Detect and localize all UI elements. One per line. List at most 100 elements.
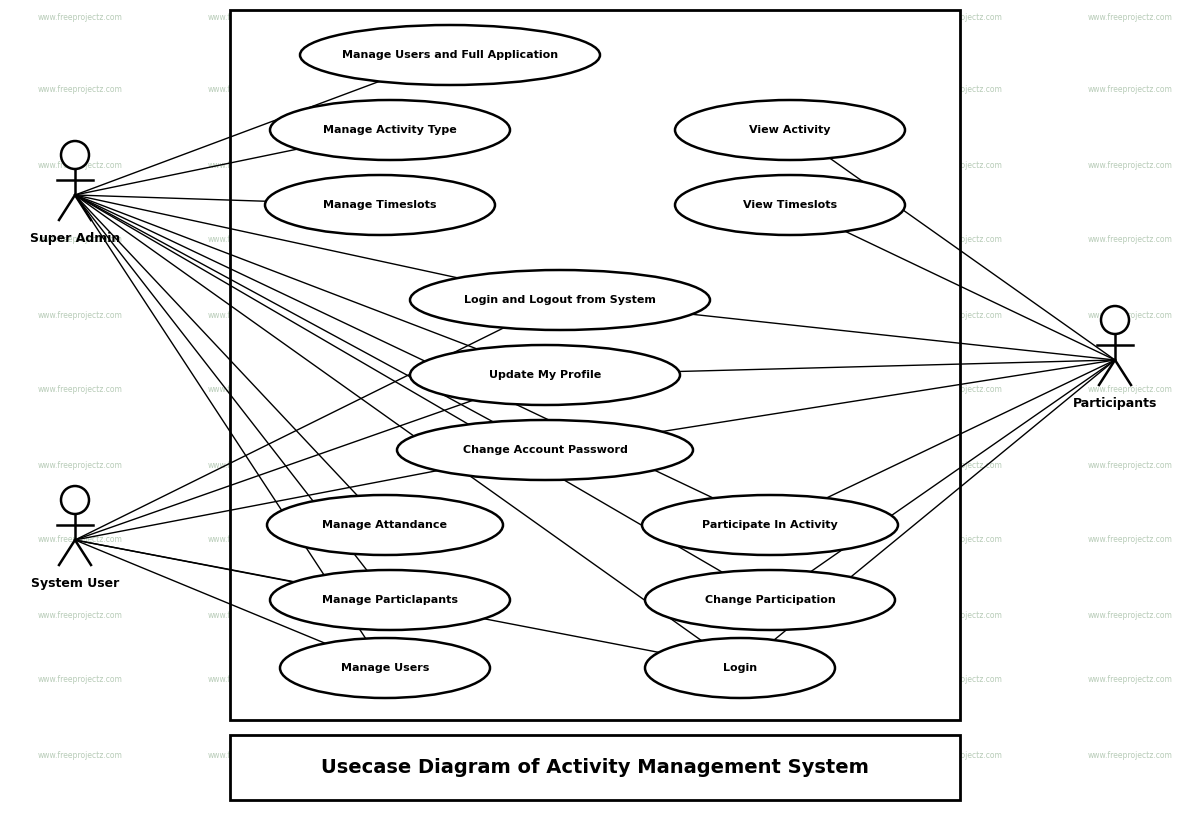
Text: Manage Timeslots: Manage Timeslots — [323, 200, 437, 210]
Text: www.freeprojectz.com: www.freeprojectz.com — [568, 610, 653, 619]
Text: www.freeprojectz.com: www.freeprojectz.com — [568, 386, 653, 395]
Text: www.freeprojectz.com: www.freeprojectz.com — [37, 386, 123, 395]
Text: Super Admin: Super Admin — [30, 232, 120, 245]
Text: www.freeprojectz.com: www.freeprojectz.com — [1088, 386, 1173, 395]
Text: www.freeprojectz.com: www.freeprojectz.com — [208, 610, 292, 619]
Text: www.freeprojectz.com: www.freeprojectz.com — [568, 676, 653, 685]
Text: www.freeprojectz.com: www.freeprojectz.com — [917, 13, 1002, 22]
Text: www.freeprojectz.com: www.freeprojectz.com — [37, 750, 123, 759]
Text: www.freeprojectz.com: www.freeprojectz.com — [208, 536, 292, 545]
Text: www.freeprojectz.com: www.freeprojectz.com — [37, 310, 123, 319]
Text: www.freeprojectz.com: www.freeprojectz.com — [208, 161, 292, 170]
Text: www.freeprojectz.com: www.freeprojectz.com — [388, 310, 472, 319]
Text: www.freeprojectz.com: www.freeprojectz.com — [737, 310, 822, 319]
Ellipse shape — [675, 100, 905, 160]
Text: View Activity: View Activity — [749, 125, 830, 135]
Text: www.freeprojectz.com: www.freeprojectz.com — [388, 85, 472, 94]
Text: www.freeprojectz.com: www.freeprojectz.com — [388, 13, 472, 22]
Text: www.freeprojectz.com: www.freeprojectz.com — [737, 610, 822, 619]
Circle shape — [61, 486, 89, 514]
Text: www.freeprojectz.com: www.freeprojectz.com — [737, 676, 822, 685]
Text: www.freeprojectz.com: www.freeprojectz.com — [568, 85, 653, 94]
Ellipse shape — [267, 495, 503, 555]
Text: Participate In Activity: Participate In Activity — [703, 520, 837, 530]
Text: www.freeprojectz.com: www.freeprojectz.com — [208, 750, 292, 759]
Text: Participants: Participants — [1073, 397, 1157, 410]
Text: www.freeprojectz.com: www.freeprojectz.com — [1088, 161, 1173, 170]
Text: www.freeprojectz.com: www.freeprojectz.com — [568, 310, 653, 319]
Bar — [230, 735, 960, 800]
Text: www.freeprojectz.com: www.freeprojectz.com — [37, 13, 123, 22]
Text: www.freeprojectz.com: www.freeprojectz.com — [388, 386, 472, 395]
Text: www.freeprojectz.com: www.freeprojectz.com — [917, 750, 1002, 759]
Text: www.freeprojectz.com: www.freeprojectz.com — [37, 536, 123, 545]
Text: www.freeprojectz.com: www.freeprojectz.com — [1088, 85, 1173, 94]
Text: Change Account Password: Change Account Password — [463, 445, 628, 455]
Ellipse shape — [397, 420, 693, 480]
Ellipse shape — [270, 570, 509, 630]
Circle shape — [61, 141, 89, 169]
Text: www.freeprojectz.com: www.freeprojectz.com — [737, 236, 822, 245]
Text: Manage Particlapants: Manage Particlapants — [322, 595, 458, 605]
Ellipse shape — [265, 175, 495, 235]
Text: www.freeprojectz.com: www.freeprojectz.com — [737, 460, 822, 469]
Text: Usecase Diagram of Activity Management System: Usecase Diagram of Activity Management S… — [321, 758, 869, 777]
Text: www.freeprojectz.com: www.freeprojectz.com — [1088, 750, 1173, 759]
Text: www.freeprojectz.com: www.freeprojectz.com — [917, 310, 1002, 319]
Ellipse shape — [675, 175, 905, 235]
Text: www.freeprojectz.com: www.freeprojectz.com — [568, 750, 653, 759]
Text: www.freeprojectz.com: www.freeprojectz.com — [737, 750, 822, 759]
Text: www.freeprojectz.com: www.freeprojectz.com — [1088, 460, 1173, 469]
Text: www.freeprojectz.com: www.freeprojectz.com — [37, 460, 123, 469]
Text: www.freeprojectz.com: www.freeprojectz.com — [208, 85, 292, 94]
Text: View Timeslots: View Timeslots — [743, 200, 837, 210]
Text: www.freeprojectz.com: www.freeprojectz.com — [737, 386, 822, 395]
Text: www.freeprojectz.com: www.freeprojectz.com — [568, 236, 653, 245]
Text: www.freeprojectz.com: www.freeprojectz.com — [1088, 536, 1173, 545]
Text: www.freeprojectz.com: www.freeprojectz.com — [917, 236, 1002, 245]
Text: www.freeprojectz.com: www.freeprojectz.com — [37, 236, 123, 245]
Circle shape — [1101, 306, 1129, 334]
Ellipse shape — [299, 25, 600, 85]
Text: Login: Login — [723, 663, 758, 673]
Text: www.freeprojectz.com: www.freeprojectz.com — [388, 161, 472, 170]
Text: Update My Profile: Update My Profile — [489, 370, 601, 380]
Text: www.freeprojectz.com: www.freeprojectz.com — [388, 536, 472, 545]
Text: System User: System User — [31, 577, 119, 590]
Text: Manage Activity Type: Manage Activity Type — [323, 125, 457, 135]
Text: www.freeprojectz.com: www.freeprojectz.com — [208, 460, 292, 469]
Text: www.freeprojectz.com: www.freeprojectz.com — [37, 676, 123, 685]
Text: www.freeprojectz.com: www.freeprojectz.com — [208, 236, 292, 245]
Text: www.freeprojectz.com: www.freeprojectz.com — [1088, 610, 1173, 619]
Text: www.freeprojectz.com: www.freeprojectz.com — [1088, 236, 1173, 245]
Text: www.freeprojectz.com: www.freeprojectz.com — [1088, 676, 1173, 685]
Text: Manage Users: Manage Users — [341, 663, 429, 673]
Text: www.freeprojectz.com: www.freeprojectz.com — [388, 460, 472, 469]
Text: www.freeprojectz.com: www.freeprojectz.com — [388, 610, 472, 619]
Text: Change Participation: Change Participation — [705, 595, 835, 605]
Text: www.freeprojectz.com: www.freeprojectz.com — [1088, 310, 1173, 319]
Text: www.freeprojectz.com: www.freeprojectz.com — [737, 13, 822, 22]
Text: www.freeprojectz.com: www.freeprojectz.com — [388, 236, 472, 245]
Text: www.freeprojectz.com: www.freeprojectz.com — [208, 310, 292, 319]
Text: www.freeprojectz.com: www.freeprojectz.com — [37, 610, 123, 619]
Text: www.freeprojectz.com: www.freeprojectz.com — [917, 161, 1002, 170]
Text: www.freeprojectz.com: www.freeprojectz.com — [388, 676, 472, 685]
Text: www.freeprojectz.com: www.freeprojectz.com — [917, 610, 1002, 619]
Text: www.freeprojectz.com: www.freeprojectz.com — [208, 13, 292, 22]
Text: Manage Users and Full Application: Manage Users and Full Application — [342, 50, 558, 60]
Text: www.freeprojectz.com: www.freeprojectz.com — [917, 386, 1002, 395]
Text: www.freeprojectz.com: www.freeprojectz.com — [917, 676, 1002, 685]
Text: www.freeprojectz.com: www.freeprojectz.com — [737, 85, 822, 94]
Text: www.freeprojectz.com: www.freeprojectz.com — [917, 460, 1002, 469]
Ellipse shape — [270, 100, 509, 160]
Text: www.freeprojectz.com: www.freeprojectz.com — [917, 536, 1002, 545]
Text: www.freeprojectz.com: www.freeprojectz.com — [917, 85, 1002, 94]
Text: www.freeprojectz.com: www.freeprojectz.com — [737, 536, 822, 545]
Bar — [230, 10, 960, 720]
Ellipse shape — [410, 345, 680, 405]
Text: www.freeprojectz.com: www.freeprojectz.com — [208, 676, 292, 685]
Text: www.freeprojectz.com: www.freeprojectz.com — [1088, 13, 1173, 22]
Text: Login and Logout from System: Login and Logout from System — [464, 295, 656, 305]
Ellipse shape — [642, 495, 898, 555]
